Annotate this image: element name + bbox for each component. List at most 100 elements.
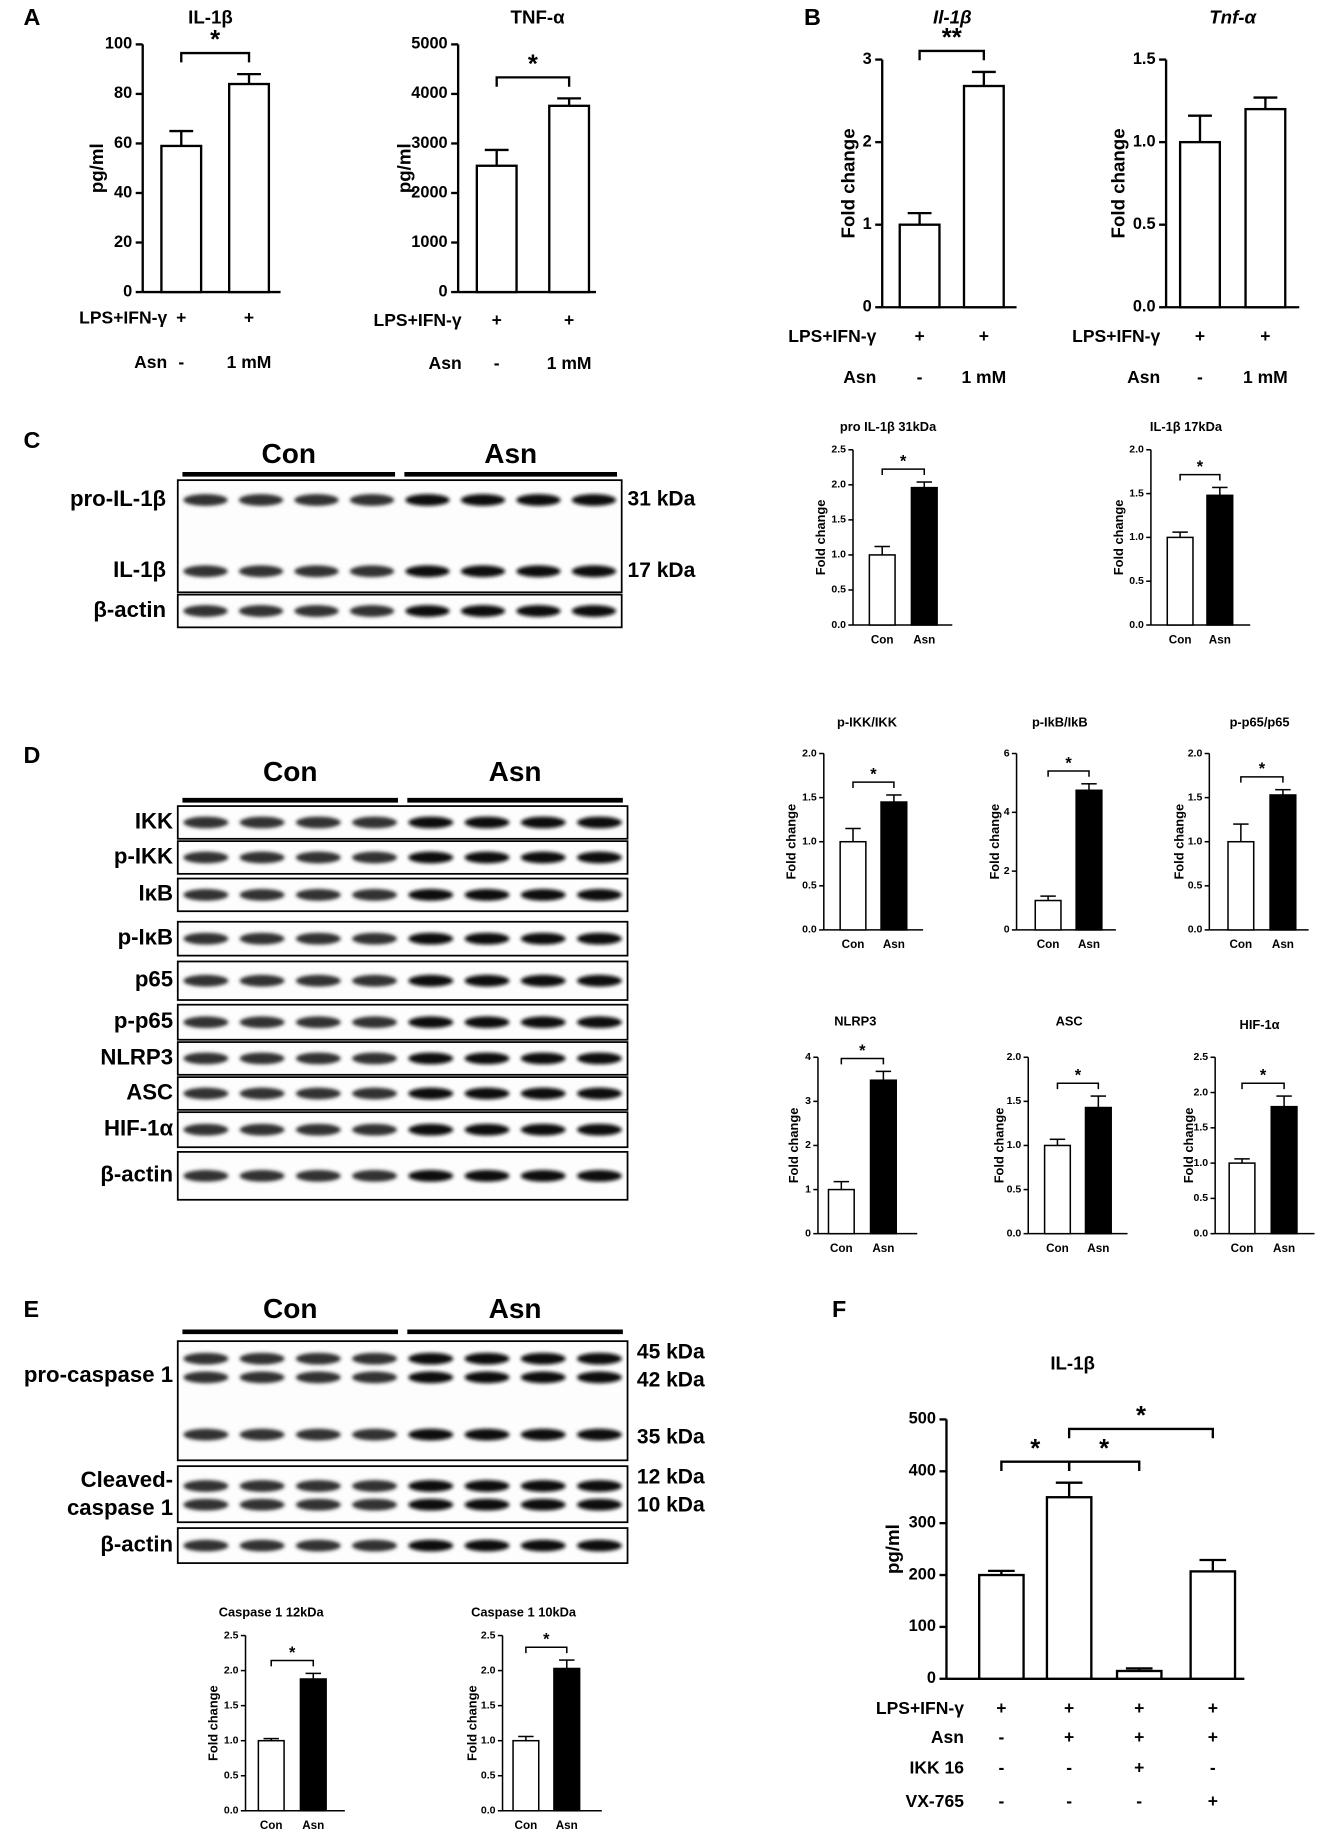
- blot-band: [408, 1123, 454, 1136]
- row-label: IκB: [139, 881, 174, 906]
- blot-band: [576, 1539, 622, 1552]
- y-tick-label: 0.0: [802, 924, 817, 936]
- blot-band: [464, 1016, 510, 1029]
- y-tick-label: 2: [1004, 865, 1010, 877]
- bar: [1270, 1105, 1298, 1235]
- blot-band: [239, 851, 285, 864]
- chart: IL-1β pg/ml 0 100 200 300 400 500 LPS+IFN-γ + + + + A…: [876, 1352, 1245, 1811]
- y-tick-label: 2.5: [1194, 1051, 1209, 1063]
- blot-band: [520, 1480, 566, 1492]
- x-tick-label: Asn: [1087, 1242, 1109, 1255]
- blot-band: [464, 816, 510, 829]
- y-tick-label: 0: [927, 1669, 936, 1687]
- y-tick-label: 0.5: [1129, 575, 1144, 587]
- chart: NLRP3 Fold change 0 1 2 3 4 Con Asn *: [786, 1014, 918, 1255]
- y-tick-label: 1.0: [481, 1734, 496, 1746]
- group-label: Con: [263, 756, 317, 787]
- y-tick-label: 2.0: [831, 479, 846, 491]
- blot-band: [520, 1352, 566, 1365]
- condition-label: LPS+IFN-γ: [79, 308, 167, 328]
- bar: [1043, 1144, 1072, 1235]
- y-tick-label: 60: [114, 134, 132, 152]
- blot-band: [295, 1052, 341, 1065]
- condition-value: +: [1064, 1727, 1074, 1747]
- blot-band: [183, 1052, 229, 1065]
- bar: [869, 1079, 897, 1235]
- x-tick-label: Con: [1230, 938, 1253, 951]
- western-blot: Con Asn pro-IL-1β IL-1β β-actin 31 kDa 17 kDa: [70, 438, 696, 629]
- blot-band: [464, 974, 510, 987]
- blot-band: [576, 889, 622, 901]
- y-tick-label: 100: [105, 35, 132, 53]
- x-tick-label: Asn: [913, 633, 935, 646]
- blot-band: [520, 1371, 566, 1384]
- condition-value: +: [996, 1698, 1006, 1718]
- significance-label: *: [870, 765, 877, 783]
- y-tick-label: 0.0: [1129, 619, 1144, 631]
- blot-band: [408, 1016, 454, 1029]
- y-axis-label: Fold change: [1181, 1108, 1196, 1184]
- group-label: Asn: [489, 756, 542, 787]
- condition-label: VX-765: [906, 1791, 965, 1811]
- y-tick-label: 40: [114, 183, 132, 201]
- blot-band: [408, 974, 454, 987]
- y-tick-label: 2.0: [1194, 1086, 1209, 1098]
- chart-title: NLRP3: [834, 1014, 876, 1029]
- y-tick-label: 0.5: [1194, 1192, 1209, 1204]
- y-tick-label: 1.5: [481, 1699, 496, 1711]
- bar: [1045, 1496, 1093, 1680]
- y-tick-label: 4: [1004, 806, 1010, 818]
- condition-value: 1 mM: [1243, 367, 1288, 387]
- chart: Caspase 1 10kDa Fold change 0.0 0.5 1.0 1.5 2.…: [465, 1605, 602, 1832]
- blot-band: [352, 1428, 398, 1441]
- condition-value: 1 mM: [227, 352, 272, 372]
- blot-band: [520, 1123, 566, 1136]
- group-label: Asn: [484, 438, 537, 469]
- bar: [1228, 1162, 1256, 1235]
- y-tick-label: 0.5: [831, 584, 846, 596]
- y-axis-label: Fold change: [1111, 500, 1126, 576]
- significance-label: *: [900, 452, 907, 470]
- blot-band: [576, 816, 622, 829]
- kda-label: 35 kDa: [637, 1426, 705, 1449]
- condition-value: -: [494, 353, 500, 373]
- x-tick-label: Asn: [1209, 633, 1231, 646]
- significance-bracket: [1000, 1460, 1071, 1472]
- row-label: β-actin: [93, 597, 166, 622]
- y-tick-label: 0.0: [481, 1805, 496, 1817]
- blot-band: [295, 1498, 341, 1511]
- blot-band: [408, 889, 454, 901]
- y-tick-label: 0: [863, 298, 872, 316]
- blot-band: [464, 1480, 510, 1492]
- condition-label: Asn: [843, 367, 876, 387]
- condition-value: +: [1195, 326, 1205, 346]
- blot-band: [405, 605, 450, 617]
- blot-band: [352, 1371, 398, 1384]
- bar: [1115, 1669, 1163, 1680]
- blot-band: [571, 494, 617, 506]
- y-tick-label: 0.0: [1188, 924, 1203, 936]
- row-label: p-IκB: [118, 925, 174, 950]
- blot-band: [183, 1539, 229, 1552]
- bar: [880, 801, 908, 931]
- blot-band: [239, 974, 285, 987]
- blot-band: [183, 974, 229, 987]
- chart-title: Caspase 1 12kDa: [219, 1605, 325, 1620]
- x-tick-label: Asn: [1078, 938, 1100, 951]
- y-tick-label: 1.0: [1188, 836, 1203, 848]
- y-tick-label: 0.5: [1133, 215, 1156, 233]
- blot-band: [520, 1052, 566, 1065]
- blot-band: [295, 1352, 341, 1365]
- bar: [1206, 494, 1234, 626]
- condition-label: Asn: [1127, 367, 1160, 387]
- blot-band: [239, 1371, 285, 1384]
- blot-band: [464, 1428, 510, 1441]
- blot-band: [352, 932, 398, 945]
- y-tick-label: 0.5: [1188, 880, 1203, 892]
- blot-band: [352, 816, 398, 829]
- blot-band: [239, 1123, 285, 1136]
- blot-band: [183, 932, 229, 945]
- condition-label: Asn: [429, 353, 462, 373]
- row-label: Cleaved-: [81, 1467, 174, 1492]
- blot-band: [576, 1428, 622, 1441]
